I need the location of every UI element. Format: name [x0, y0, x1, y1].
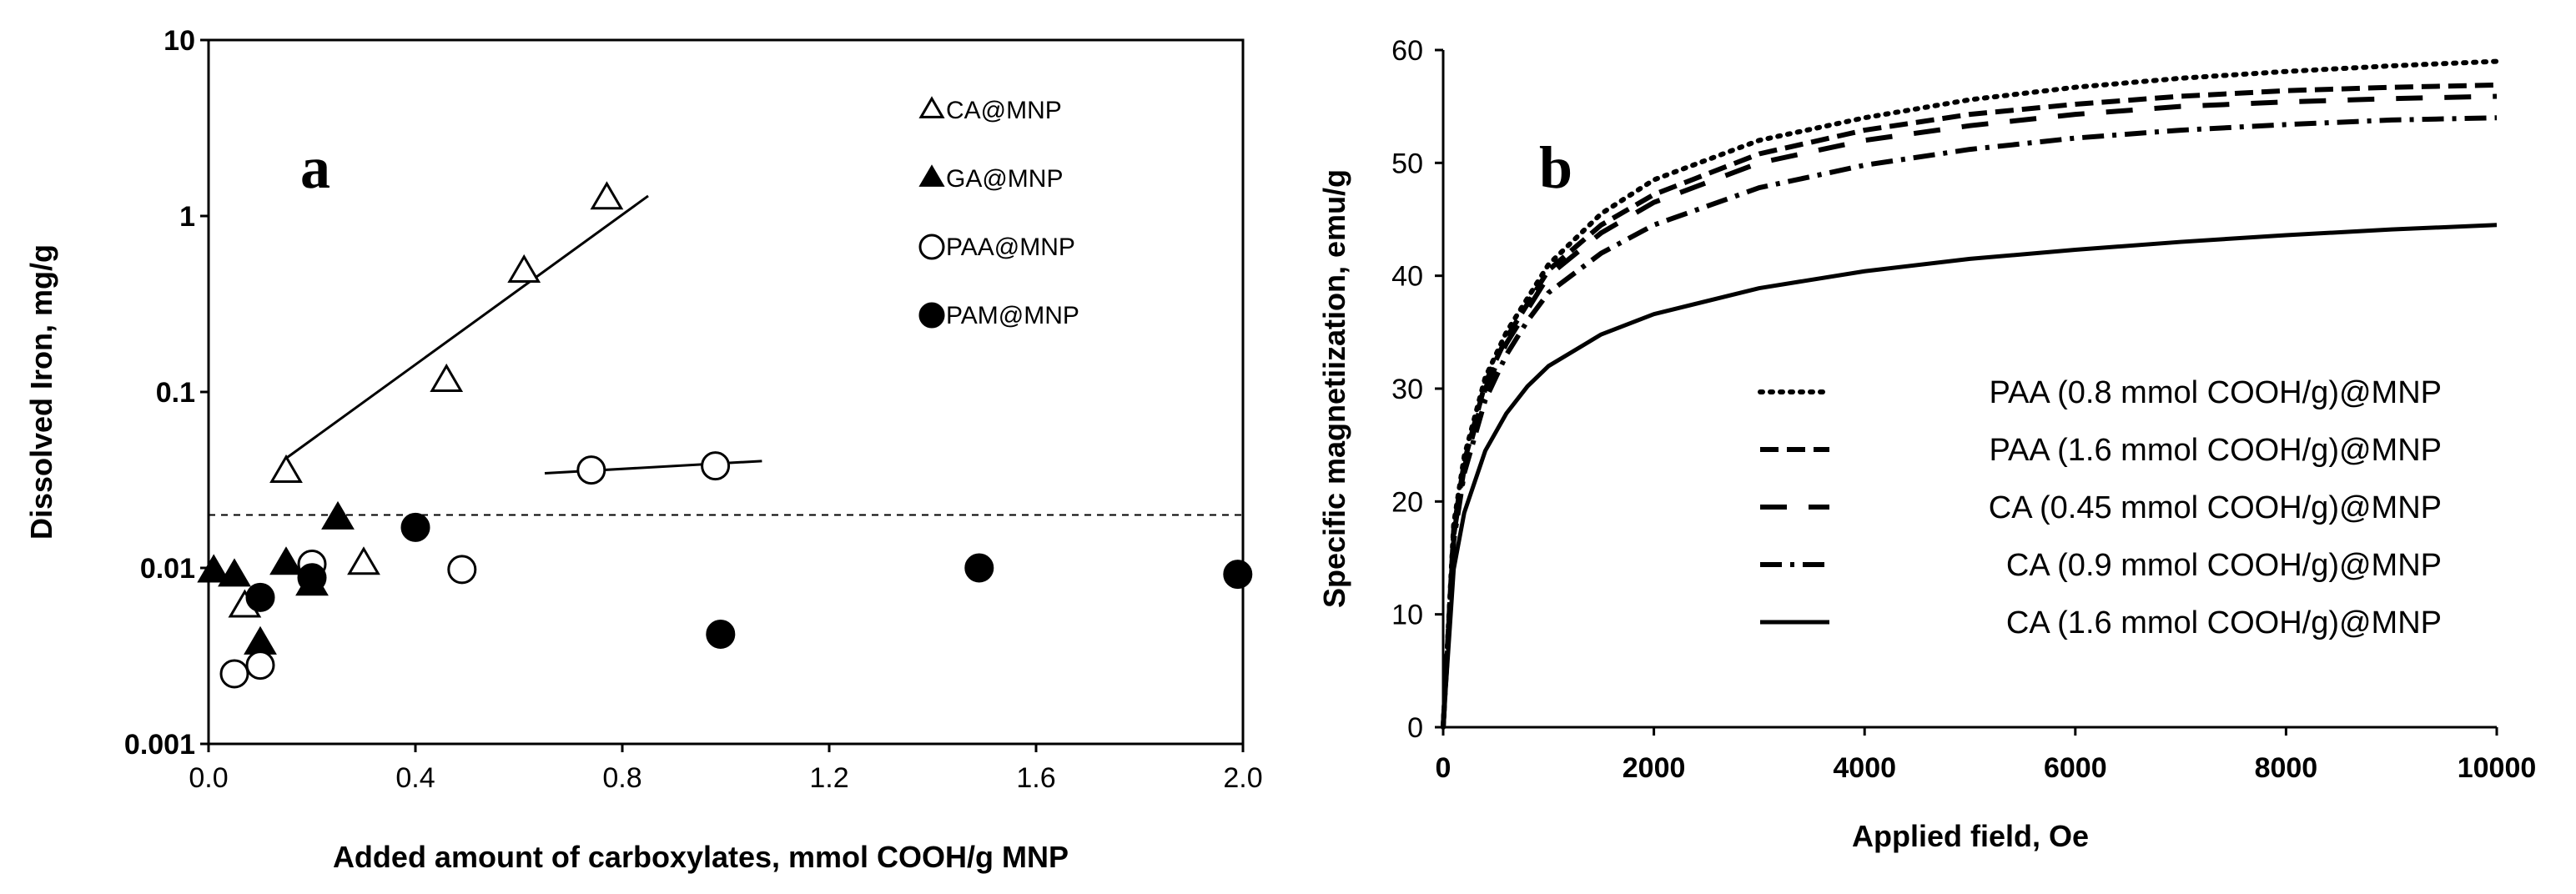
y-tick-label-a: 0.01 [140, 553, 195, 585]
series-line-paa-1-6-mmol-cooh-g-mnp [1441, 82, 2498, 728]
y-tick-label-b: 50 [1391, 148, 1423, 179]
x-tick-label-a: 0.8 [602, 762, 641, 794]
legend-marker-a [918, 302, 945, 329]
point-ca-mnp [507, 254, 541, 284]
x-axis-title-a: Added amount of carboxylates, mmol COOH/… [333, 840, 1069, 874]
y-tick-label-a: 0.1 [156, 377, 195, 409]
x-tick-label-b: 2000 [1623, 752, 1686, 784]
y-tick-label-b: 0 [1407, 712, 1423, 744]
x-tick-label-b: 8000 [2255, 752, 2318, 784]
y-tick-label-b: 10 [1391, 600, 1423, 631]
x-tick-label-b: 6000 [2044, 752, 2107, 784]
legend-label-b: PAA (1.6 mmol COOH/g)@MNP [1989, 433, 2442, 468]
x-tick-label-b: 10000 [2458, 752, 2537, 784]
y-tick-label-b: 20 [1391, 486, 1423, 518]
point-ga-mnp [218, 558, 251, 587]
point-paa-mnp [447, 555, 477, 585]
x-tick-label-a: 0.4 [395, 762, 435, 794]
x-tick-label-a: 2.0 [1223, 762, 1262, 794]
point-ga-mnp [244, 625, 277, 655]
panel-label-b: b [1539, 134, 1572, 201]
point-ca-mnp [347, 546, 380, 575]
legend-marker-a [918, 164, 945, 187]
point-pam-mnp [964, 553, 994, 583]
legend-marker-a [918, 234, 945, 260]
x-tick-label-a: 1.6 [1016, 762, 1055, 794]
point-paa-mnp [245, 650, 275, 681]
chart-panel-a: 0.001 0.01 0.1 1 10 0.0 0.4 0.8 1.2 1.6 2.0 a Adde… [24, 25, 1263, 874]
series-line-paa-0-8-mmol-cooh-g-mnp [1441, 58, 2499, 730]
point-paa-mnp [219, 659, 249, 689]
y-tick-label-a: 1 [179, 201, 195, 233]
point-ca-mnp [590, 181, 624, 210]
y-tick-label-a: 10 [164, 25, 195, 57]
point-pam-mnp [245, 582, 275, 612]
legend-label-b: PAA (0.8 mmol COOH/g)@MNP [1989, 375, 2442, 410]
point-pam-mnp [297, 563, 327, 593]
series-line-ca-0-45-mmol-cooh-g-mnp [1441, 93, 2498, 728]
panel-label-a: a [300, 134, 330, 201]
series-line-ca-1-6-mmol-cooh-g-mnp [1441, 223, 2498, 728]
y-axis-title-b: Specific magnetiization, emu/g [1317, 169, 1351, 608]
legend-label-b: CA (0.45 mmol COOH/g)@MNP [1989, 490, 2442, 525]
y-tick-label-b: 30 [1391, 374, 1423, 405]
legend-label-b: CA (1.6 mmol COOH/g)@MNP [2006, 605, 2442, 640]
point-paa-mnp [576, 455, 606, 485]
point-pam-mnp [1223, 560, 1253, 590]
point-ca-mnp [269, 454, 303, 483]
legend-label-a: CA@MNP [946, 97, 1062, 124]
legend-label-a: PAA@MNP [946, 234, 1075, 261]
x-tick-label-a: 1.2 [809, 762, 848, 794]
legend-b: PAA (0.8 mmol COOH/g)@MNP PAA (1.6 mmol C… [1758, 375, 2442, 640]
point-pam-mnp [400, 512, 430, 542]
x-tick-label-a: 0.0 [189, 762, 228, 794]
point-pam-mnp [706, 619, 736, 649]
point-ga-mnp [197, 554, 231, 583]
point-ga-mnp [321, 500, 355, 530]
legend-label-a: GA@MNP [946, 165, 1063, 193]
point-ga-mnp [269, 546, 303, 575]
legend-a: CA@MNP GA@MNP PAA@MNP PAM@MNP [918, 96, 1079, 329]
point-ca-mnp [430, 363, 464, 392]
legend-label-a: PAM@MNP [946, 302, 1079, 329]
x-tick-label-b: 0 [1436, 752, 1452, 784]
legend-marker-a [918, 96, 945, 118]
y-tick-label-a: 0.001 [124, 729, 195, 761]
y-axis-title-a: Dissolved Iron, mg/g [24, 244, 58, 540]
y-tick-label-b: 40 [1391, 261, 1423, 293]
trendline-ca-mnp [285, 194, 649, 460]
series-line-ca-0-9-mmol-cooh-g-mnp [1441, 115, 2498, 728]
y-tick-label-b: 60 [1391, 35, 1423, 67]
x-tick-label-b: 4000 [1833, 752, 1896, 784]
chart-panel-b: 0 10 20 30 40 50 60 0 2000 4000 6000 8000 10000 b Ap… [1317, 35, 2536, 853]
point-paa-mnp [701, 451, 731, 481]
x-axis-title-b: Applied field, Oe [1852, 819, 2089, 853]
legend-label-b: CA (0.9 mmol COOH/g)@MNP [2006, 548, 2442, 583]
